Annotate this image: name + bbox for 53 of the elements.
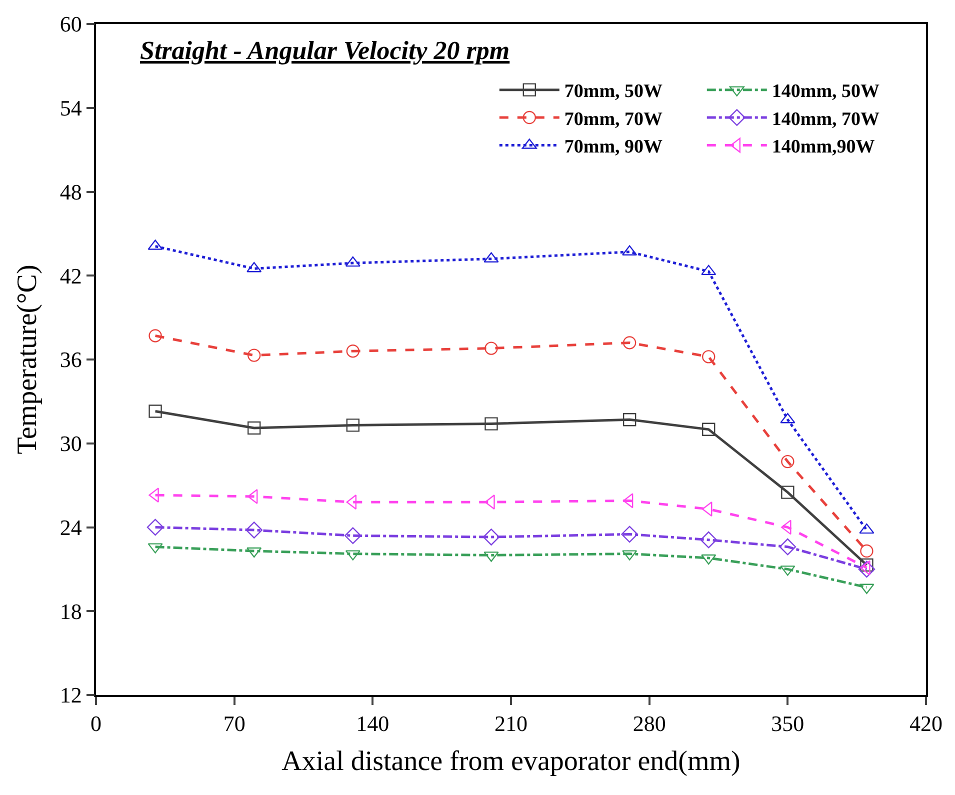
y-tick-label: 12 <box>60 682 82 708</box>
x-tick-label: 350 <box>771 711 804 736</box>
x-tick-label: 0 <box>90 711 102 736</box>
y-axis-title: Temperature(°C) <box>12 264 44 454</box>
y-tick-label: 48 <box>60 179 82 204</box>
legend-label: 70mm, 70W <box>564 108 663 130</box>
point <box>246 547 262 558</box>
x-tick-label: 70 <box>223 711 246 736</box>
point <box>146 518 164 536</box>
point <box>702 350 716 364</box>
point <box>248 348 261 362</box>
legend-label: 140mm,90W <box>772 136 875 158</box>
y-tick-label: 60 <box>60 12 82 37</box>
x-tick-label: 420 <box>910 711 942 736</box>
point <box>700 531 718 548</box>
y-tick-label: 36 <box>60 347 82 372</box>
x-tick-label: 210 <box>494 711 528 736</box>
point <box>248 421 261 435</box>
point <box>621 526 638 543</box>
point <box>482 528 500 546</box>
point <box>701 554 716 565</box>
point <box>484 417 498 430</box>
point <box>246 522 262 538</box>
point <box>701 264 716 276</box>
legend-label: 70mm, 50W <box>564 81 663 102</box>
point <box>860 544 874 558</box>
y-tick-label: 24 <box>60 514 82 540</box>
legend-label: 140mm, 50W <box>772 81 880 102</box>
x-axis-title: Axial distance from evaporator end(mm) <box>282 746 740 777</box>
point <box>622 336 636 350</box>
legend-label: 140mm, 70W <box>772 108 880 130</box>
y-tick-label: 30 <box>60 431 82 456</box>
text: Straight - Angular Velocity 20 rpm <box>140 36 510 65</box>
point <box>148 404 162 418</box>
point <box>484 342 498 355</box>
point <box>702 422 716 436</box>
point <box>622 413 636 426</box>
point <box>622 493 634 508</box>
point <box>148 329 162 342</box>
x-tick-label: 140 <box>356 711 390 736</box>
y-tick-label: 42 <box>60 263 82 288</box>
point <box>858 560 876 578</box>
y-tick-label: 18 <box>60 598 82 624</box>
point <box>346 418 360 432</box>
point <box>345 256 360 267</box>
point <box>781 454 794 468</box>
legend-label: 70mm, 90W <box>564 136 663 158</box>
point <box>781 486 794 499</box>
x-tick-label: 280 <box>632 711 666 736</box>
point <box>346 344 360 358</box>
point <box>344 527 362 544</box>
point <box>779 538 796 556</box>
y-tick-label: 54 <box>60 96 82 121</box>
